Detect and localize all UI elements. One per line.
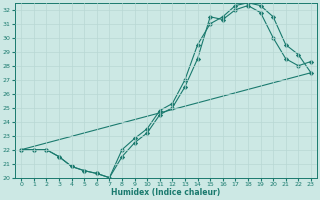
X-axis label: Humidex (Indice chaleur): Humidex (Indice chaleur) [111,188,221,197]
